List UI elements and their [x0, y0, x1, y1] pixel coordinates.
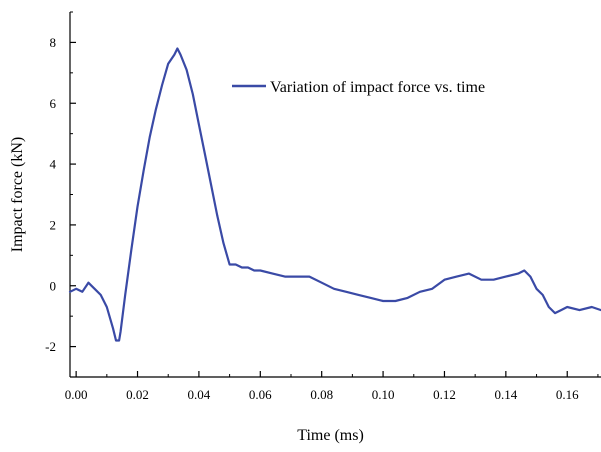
- y-tick-label: 2: [50, 217, 57, 232]
- legend: Variation of impact force vs. time: [232, 79, 485, 96]
- x-tick-label: 0.00: [65, 387, 88, 402]
- y-ticks: -2 0 2 4 6 8: [45, 11, 76, 378]
- x-tick-label: 0.06: [249, 387, 272, 402]
- y-tick-label: 0: [50, 278, 57, 293]
- y-tick-label: 4: [50, 157, 57, 172]
- y-axis-title: Impact force (kN): [9, 137, 26, 253]
- x-tick-label: 0.16: [556, 387, 579, 402]
- x-tick-label: 0.10: [372, 387, 395, 402]
- series-layer: [68, 47, 601, 342]
- x-tick-label: 0.12: [433, 387, 456, 402]
- axes: [69, 12, 601, 378]
- x-axis-title: Time (ms): [297, 427, 364, 444]
- x-tick-label: 0.02: [126, 387, 149, 402]
- y-tick-label: 8: [50, 35, 57, 50]
- x-tick-label: 0.14: [494, 387, 517, 402]
- legend-label: Variation of impact force vs. time: [270, 79, 485, 96]
- x-ticks: 0.00 0.02 0.04 0.06 0.08 0.10 0.12 0.14 0.16: [65, 371, 599, 402]
- x-tick-label: 0.08: [310, 387, 333, 402]
- y-tick-label: -2: [45, 339, 56, 354]
- y-tick-label: 6: [50, 96, 57, 111]
- series-line: [68, 47, 601, 342]
- x-tick-label: 0.04: [188, 387, 211, 402]
